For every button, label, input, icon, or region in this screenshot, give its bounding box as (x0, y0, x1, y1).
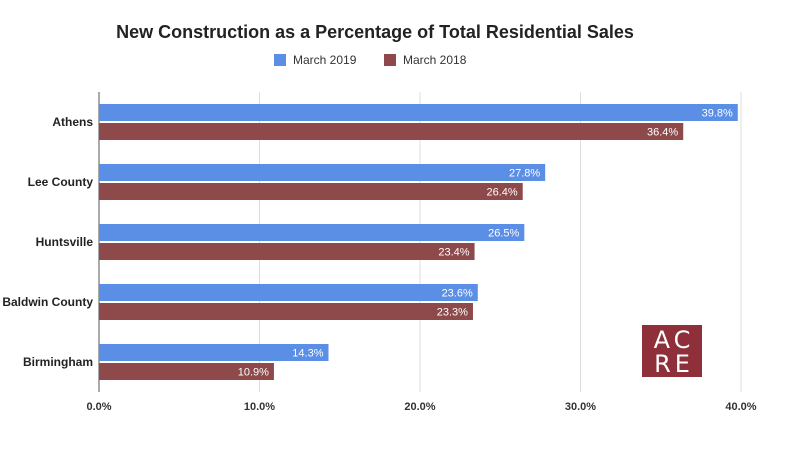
acre-logo: AC RE (642, 325, 702, 378)
bar-value-label: 26.4% (487, 187, 518, 199)
category-label: Lee County (28, 175, 94, 189)
x-tick-label: 0.0% (86, 401, 111, 413)
x-axis-tick-labels: 0.0% 10.0% 20.0% 30.0% 40.0% (86, 401, 756, 413)
bar (99, 123, 684, 140)
legend-label: March 2018 (403, 53, 467, 67)
category-label: Huntsville (36, 235, 94, 249)
bar (99, 284, 478, 301)
gridlines (98, 92, 742, 392)
bar-value-label: 36.4% (647, 127, 678, 139)
bar (99, 164, 546, 181)
x-tick-label: 30.0% (565, 401, 596, 413)
bar-value-label: 23.3% (437, 307, 468, 319)
legend-swatch (274, 54, 286, 66)
bar-value-label: 23.4% (438, 247, 469, 259)
legend: March 2019 March 2018 (274, 53, 467, 67)
bars: 39.8% 36.4% 27.8% 26.4% 26.5% 23.4% 23.6% 23.3%… (99, 104, 738, 380)
bar-value-label: 39.8% (702, 108, 733, 120)
x-tick-label: 10.0% (244, 401, 275, 413)
bar (99, 363, 274, 380)
bar (99, 104, 738, 121)
bar-value-label: 14.3% (292, 348, 323, 360)
bar-value-label: 27.8% (509, 168, 540, 180)
bar (99, 344, 329, 361)
category-labels: Athens Lee County Huntsville Baldwin County… (2, 115, 93, 369)
bar-value-label: 26.5% (488, 228, 519, 240)
category-label: Baldwin County (2, 295, 93, 309)
chart-title: New Construction as a Percentage of Tota… (116, 22, 634, 42)
bar-value-label: 10.9% (238, 367, 269, 379)
legend-swatch (384, 54, 396, 66)
category-label: Birmingham (23, 355, 93, 369)
bar (99, 183, 523, 200)
legend-label: March 2019 (293, 53, 357, 67)
category-label: Athens (52, 115, 93, 129)
bar (99, 303, 473, 320)
bar (99, 243, 475, 260)
logo-text-line1: AC (654, 326, 695, 354)
bar-value-label: 23.6% (442, 288, 473, 300)
logo-text-line2: RE (654, 350, 694, 378)
bar (99, 224, 525, 241)
x-tick-label: 40.0% (725, 401, 756, 413)
logo-box (642, 325, 702, 377)
x-tick-label: 20.0% (404, 401, 435, 413)
